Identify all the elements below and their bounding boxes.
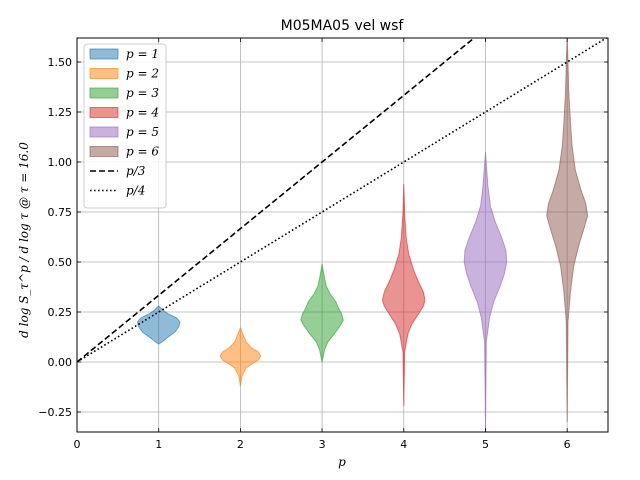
y-tick-label: 0.00 [48,356,73,369]
legend-label: p = 3 [126,86,159,100]
violin-p1 [136,305,181,345]
y-tick-label: −0.25 [38,406,72,419]
legend-label: p = 5 [126,125,159,139]
legend-swatch-5 [89,126,119,138]
legend-label: p = 1 [126,47,159,61]
legend-box [83,43,167,209]
y-tick-label: 0.50 [48,256,73,269]
reference-line-p-over-3 [77,38,476,363]
legend-swatch-1 [89,48,119,60]
violin-p5 [463,151,508,432]
legend-label: p/3 [126,164,146,178]
x-tick-label: 6 [564,438,571,451]
x-tick-label: 2 [237,438,244,451]
legend-label: p = 4 [126,106,159,120]
x-tick-label: 5 [482,438,489,451]
x-tick-label: 0 [74,438,81,451]
x-tick-label: 3 [319,438,326,451]
y-tick-label: 1.25 [48,106,73,119]
chart-title: M05MA05 vel wsf [281,18,405,34]
x-axis-label: p [338,455,346,469]
plot-area: 0 1 2 3 4 5 6 −0.25 0.00 0.25 0.50 0.75 1.00 1.25 1.50… [38,37,609,451]
violin-p6 [546,38,589,423]
legend-swatch-2 [89,68,119,79]
legend-swatch-3 [89,87,119,99]
legend-label: p = 2 [126,67,159,81]
legend-label: p/4 [126,184,145,198]
axes-frame [76,37,609,433]
violin-p2 [219,326,262,387]
legend-label: p = 6 [126,145,159,159]
y-tick-label: 0.75 [48,206,73,219]
y-tick-label: 1.00 [48,156,73,169]
x-tick-label: 4 [400,438,407,451]
y-tick-label: 1.50 [48,56,73,69]
violin-p3 [300,263,344,363]
legend-swatch-4 [89,107,119,118]
legend-swatch-6 [89,146,119,157]
x-tick-label: 1 [155,438,162,451]
violin-p4 [381,183,426,407]
y-tick-label: 0.25 [48,306,73,319]
y-axis-label: d log S_τ^p / d log τ @ τ = 16.0 [17,142,31,338]
